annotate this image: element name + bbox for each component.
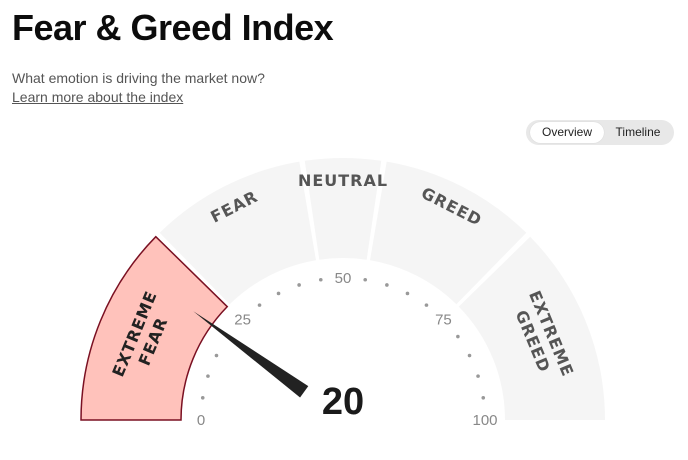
gauge-zone-greed: [370, 161, 527, 305]
gauge-tick-dot: [318, 277, 323, 282]
gauge-tick-dot: [206, 374, 210, 378]
gauge-tick-label: 100: [472, 412, 497, 429]
gauge-tick-label: 25: [234, 312, 251, 329]
gauge-tick-dot: [424, 303, 429, 307]
score-value: 20: [322, 381, 364, 423]
page-subtitle: What emotion is driving the market now?: [12, 70, 265, 86]
view-toggle: Overview Timeline: [526, 120, 674, 145]
toggle-timeline-button[interactable]: Timeline: [615, 125, 661, 139]
gauge-tick-dot: [467, 353, 472, 358]
toggle-overview-button[interactable]: Overview: [530, 122, 604, 143]
gauge-zone-extreme-fear: [80, 235, 229, 421]
gauge-tick-label: 0: [197, 412, 205, 429]
gauge-tick-dot: [481, 395, 486, 400]
score-hub: [289, 346, 397, 454]
gauge-tick-dot: [476, 374, 480, 378]
gauge-zone-label: NEUTRAL: [298, 171, 388, 190]
gauge-tick-dot: [200, 395, 205, 400]
gauge-zone-fear: [159, 161, 316, 305]
gauge-tick-label: 75: [435, 312, 452, 329]
gauge-tick-dot: [257, 303, 262, 307]
gauge-tick-dot: [456, 334, 460, 339]
gauge-tick-dot: [214, 353, 219, 358]
gauge-zone-extreme-greed: [458, 236, 605, 420]
gauge-tick-dot: [276, 291, 281, 296]
gauge-tick-dot: [385, 283, 389, 287]
gauge-needle: [193, 311, 309, 398]
page-title: Fear & Greed Index: [12, 7, 334, 48]
gauge-tick-dot: [297, 283, 301, 287]
gauge-zone-neutral: [304, 158, 382, 260]
gauge-tick-dot: [363, 277, 368, 282]
gauge-tick-label: 50: [335, 270, 352, 287]
learn-more-link[interactable]: Learn more about the index: [12, 89, 184, 105]
gauge-tick-dot: [405, 291, 410, 296]
